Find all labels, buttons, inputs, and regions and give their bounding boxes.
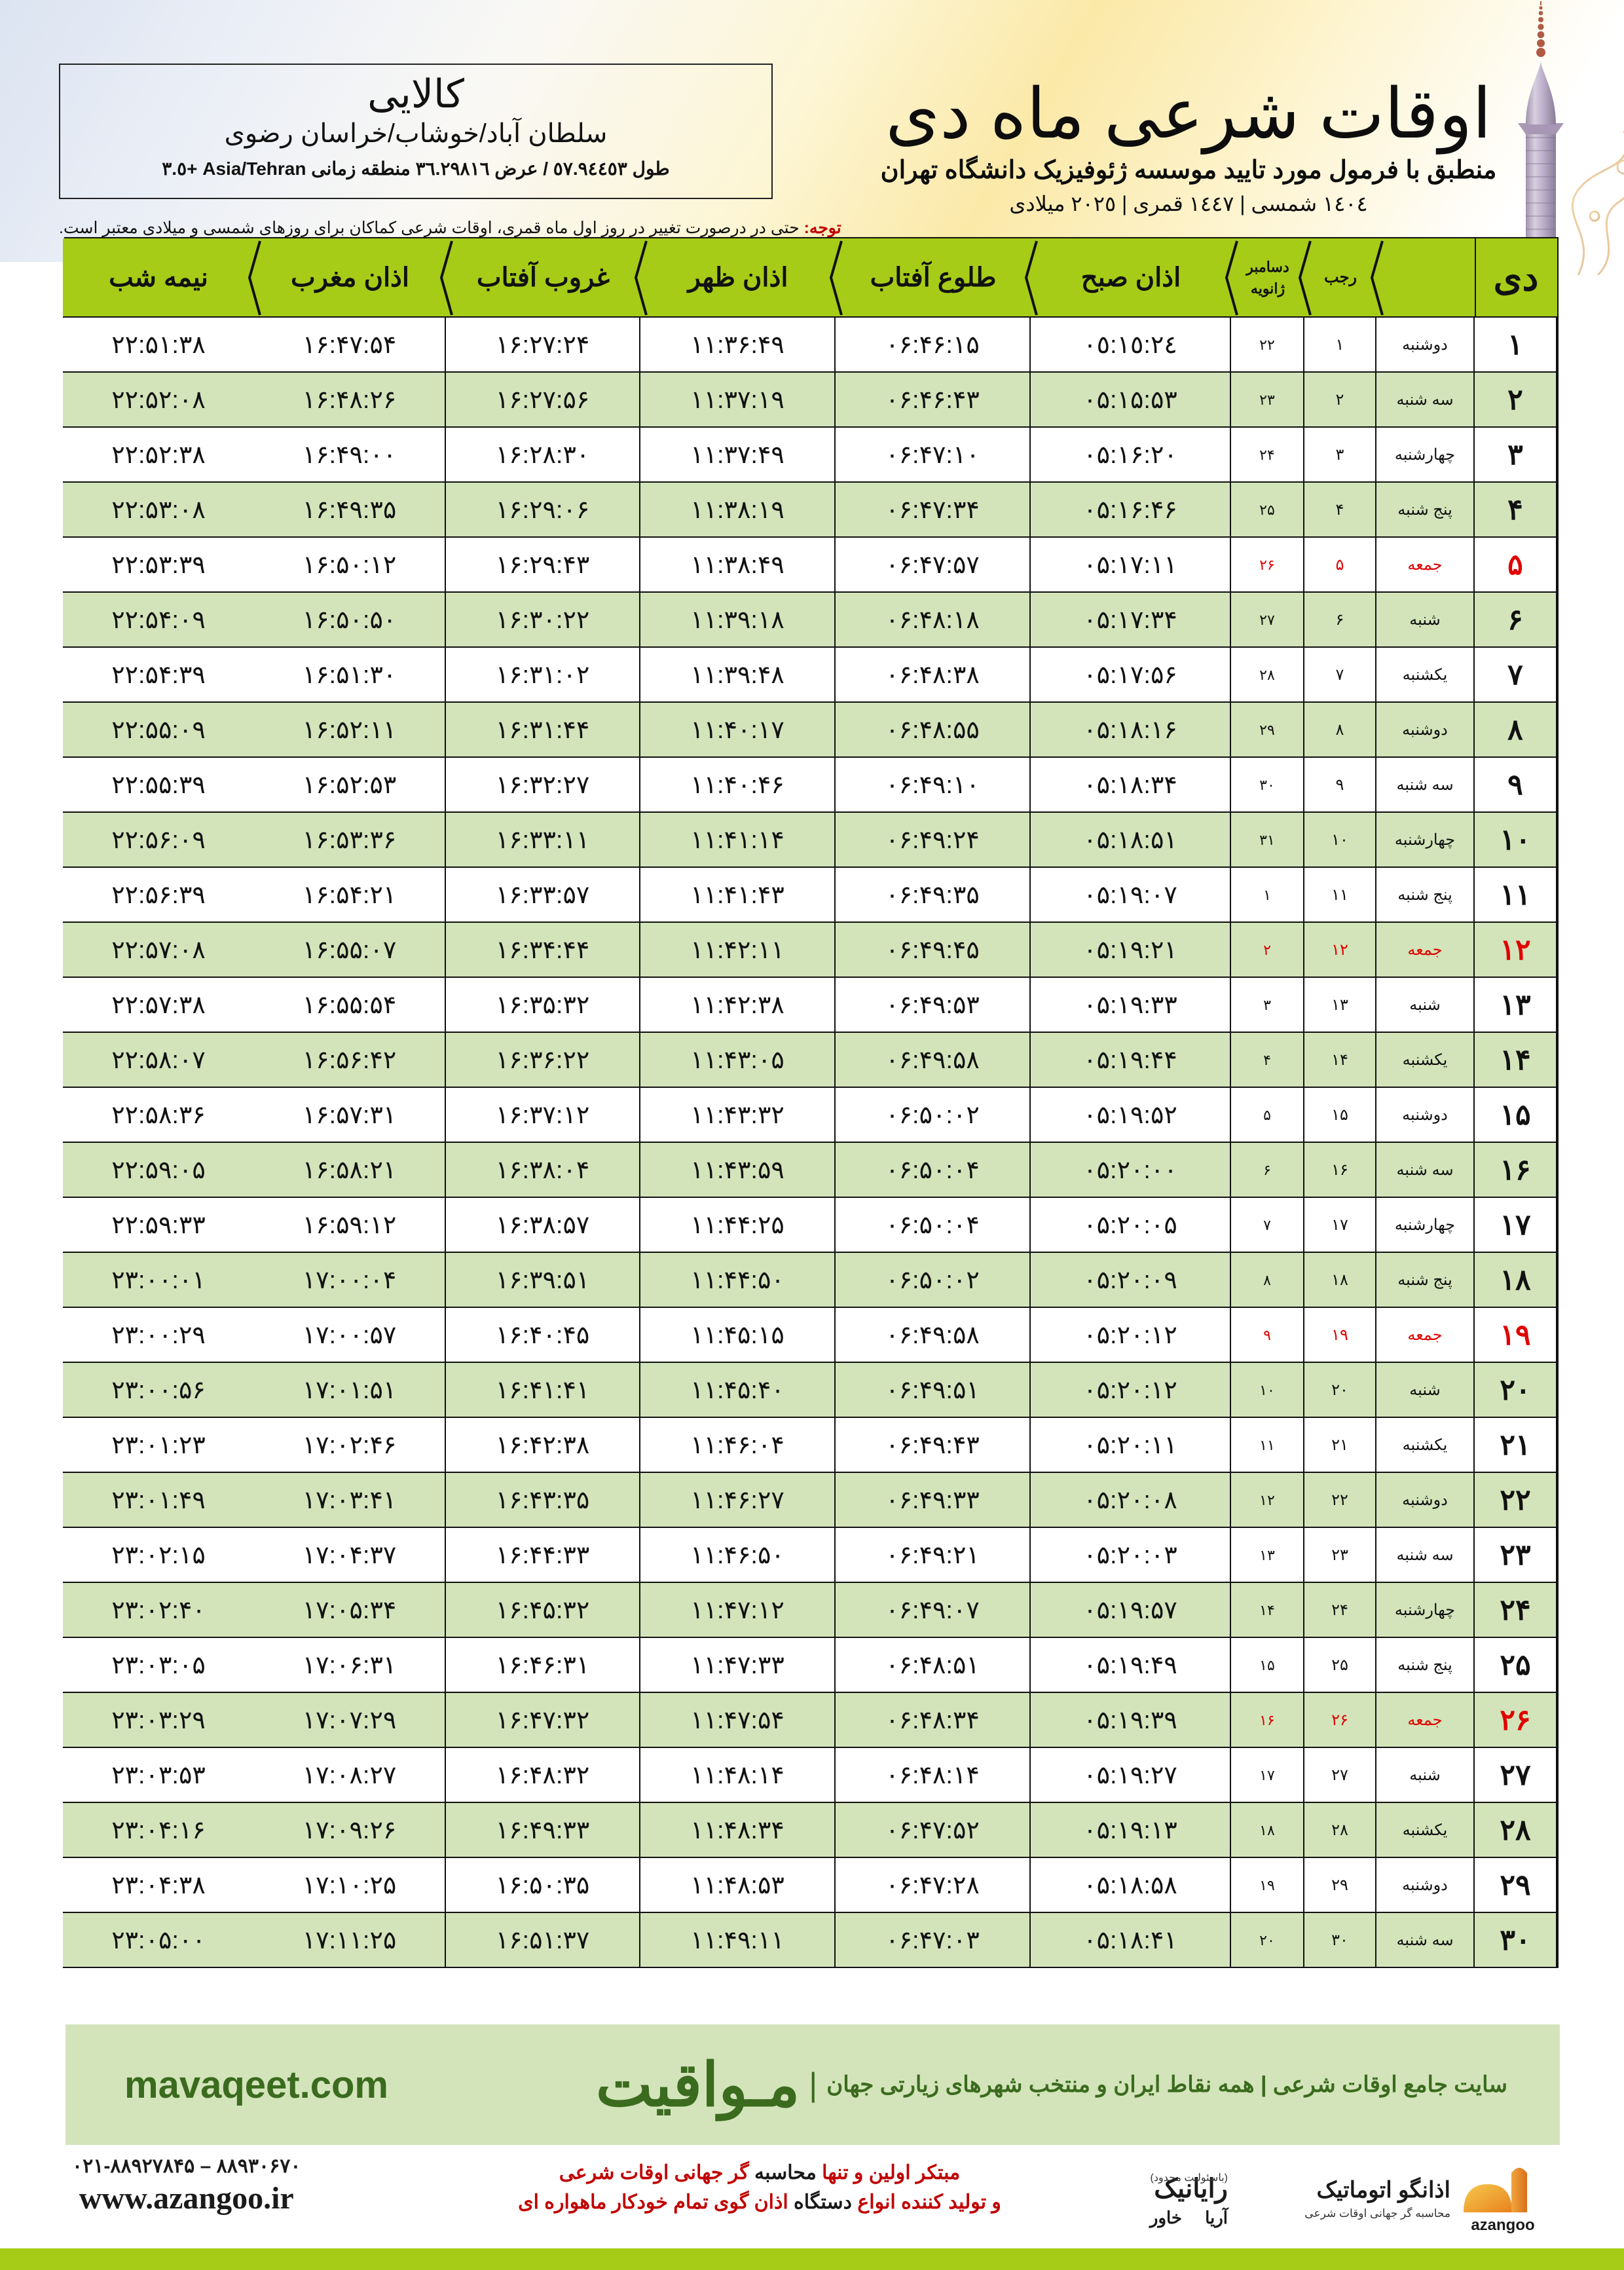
svg-text:خاور: خاور: [1149, 2208, 1182, 2228]
svg-text:(باسئولیت محدود): (باسئولیت محدود): [1151, 2172, 1228, 2184]
svg-text:محاسبه گر جهانی اوقات شرعی: محاسبه گر جهانی اوقات شرعی: [1304, 2206, 1450, 2220]
svg-text:آریا: آریا: [1205, 2206, 1229, 2228]
svg-text:اذانگو اتوماتیک: اذانگو اتوماتیک: [1317, 2176, 1450, 2203]
svg-text:azangoo: azangoo: [1471, 2216, 1534, 2234]
